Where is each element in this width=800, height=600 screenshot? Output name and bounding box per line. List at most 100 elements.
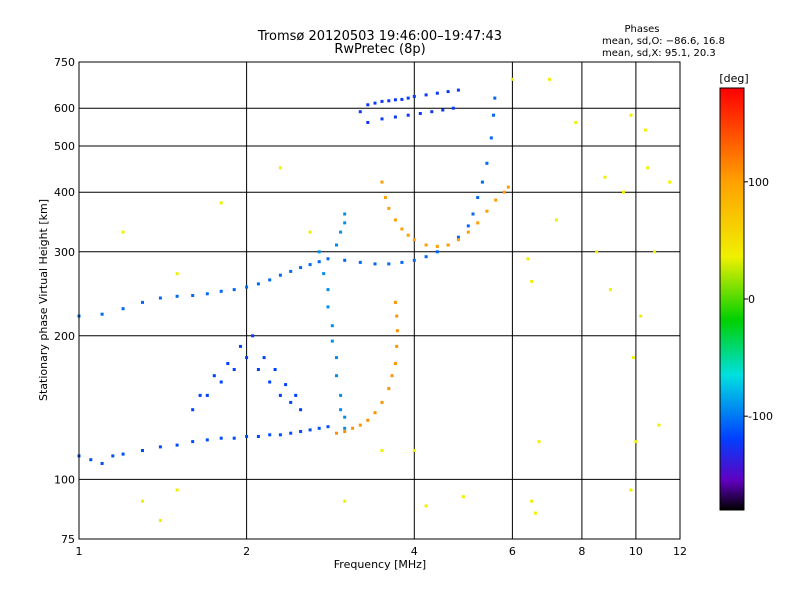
data-point	[100, 312, 104, 316]
data-point	[456, 238, 460, 242]
stats-line-o: mean, sd,O: −86.6, 16.8	[602, 36, 725, 47]
data-point	[489, 136, 493, 140]
data-point	[335, 374, 338, 378]
data-point	[256, 282, 260, 286]
data-point	[289, 431, 293, 435]
data-point	[435, 250, 439, 254]
data-point	[643, 128, 647, 132]
data-point	[219, 201, 223, 205]
data-point	[406, 113, 410, 117]
data-point	[191, 294, 195, 297]
data-point	[175, 272, 179, 276]
data-point	[424, 243, 428, 247]
data-point	[175, 488, 179, 492]
data-point	[141, 449, 144, 452]
data-point	[245, 435, 249, 438]
data-point	[412, 238, 416, 242]
data-point	[456, 235, 460, 239]
data-point	[653, 250, 656, 254]
data-point	[343, 430, 347, 433]
data-point	[205, 292, 209, 296]
data-point	[493, 96, 497, 100]
data-point	[268, 278, 272, 282]
data-point	[461, 495, 465, 499]
data-point	[622, 190, 625, 194]
data-point	[492, 113, 495, 117]
data-point	[268, 433, 272, 437]
data-point	[158, 519, 162, 522]
data-point	[175, 443, 179, 447]
data-point	[326, 288, 330, 292]
data-point	[476, 221, 480, 225]
data-point	[387, 262, 391, 266]
stats-line-x: mean, sd,X: 95.1, 20.3	[602, 48, 716, 59]
x-tick-label: 8	[578, 545, 585, 558]
data-point	[393, 362, 397, 365]
data-point	[380, 400, 384, 404]
data-point	[366, 121, 370, 124]
data-point	[239, 344, 242, 348]
x-axis-label: Frequency [MHz]	[334, 558, 426, 571]
data-point	[456, 88, 460, 92]
data-point	[121, 230, 125, 234]
data-point	[326, 305, 330, 309]
data-point	[308, 230, 312, 234]
data-point	[466, 230, 470, 234]
data-point	[299, 430, 303, 433]
chart-title: Tromsø 20120503 19:46:00–19:47:43	[257, 29, 502, 44]
y-axis-label: Stationary phase Virtual Height [km]	[37, 199, 50, 401]
x-tick-label: 6	[509, 545, 516, 558]
data-point	[158, 445, 162, 449]
colorbar-tick-label: 0	[748, 293, 755, 306]
data-point	[366, 418, 370, 422]
data-point	[351, 426, 355, 430]
data-point	[175, 294, 179, 298]
colorbar-ticks: 100 0 -100	[744, 176, 773, 423]
x-tick-labels: 1 2 4 6 8 10 12	[76, 545, 688, 558]
data-point	[289, 269, 293, 273]
data-point	[646, 166, 650, 170]
data-point	[506, 185, 510, 189]
data-point	[343, 415, 347, 419]
data-point	[141, 499, 144, 503]
data-point	[632, 356, 635, 360]
data-point	[412, 449, 416, 452]
data-point	[412, 258, 416, 262]
x-tick-label: 10	[629, 545, 643, 558]
data-point	[111, 454, 115, 458]
data-point	[212, 374, 216, 378]
data-point	[395, 329, 399, 333]
data-point	[343, 221, 347, 225]
data-point	[251, 334, 255, 338]
data-point	[335, 431, 338, 435]
data-point	[373, 262, 377, 266]
colorbar-tick-label: 100	[748, 176, 769, 189]
data-point	[412, 95, 416, 98]
data-point	[387, 387, 391, 391]
data-point	[317, 260, 321, 264]
data-point	[219, 380, 223, 384]
data-point	[430, 110, 434, 114]
data-point	[299, 408, 303, 412]
y-tick-label: 500	[54, 140, 75, 153]
data-point	[418, 112, 422, 115]
data-point	[245, 356, 249, 360]
x-tick-label: 2	[243, 545, 250, 558]
data-point	[278, 273, 282, 277]
data-point	[335, 356, 338, 360]
data-point	[284, 383, 288, 387]
data-point	[380, 117, 384, 121]
data-point	[393, 218, 397, 222]
data-point	[530, 499, 534, 503]
data-point	[232, 436, 236, 440]
data-point	[294, 393, 298, 397]
data-point	[502, 190, 506, 194]
data-point	[383, 196, 387, 199]
data-point	[191, 408, 195, 412]
data-point	[395, 344, 399, 348]
data-point	[555, 218, 558, 222]
data-point	[400, 97, 404, 101]
data-point	[395, 314, 399, 318]
y-tick-label: 400	[54, 186, 75, 199]
data-point	[330, 324, 334, 328]
